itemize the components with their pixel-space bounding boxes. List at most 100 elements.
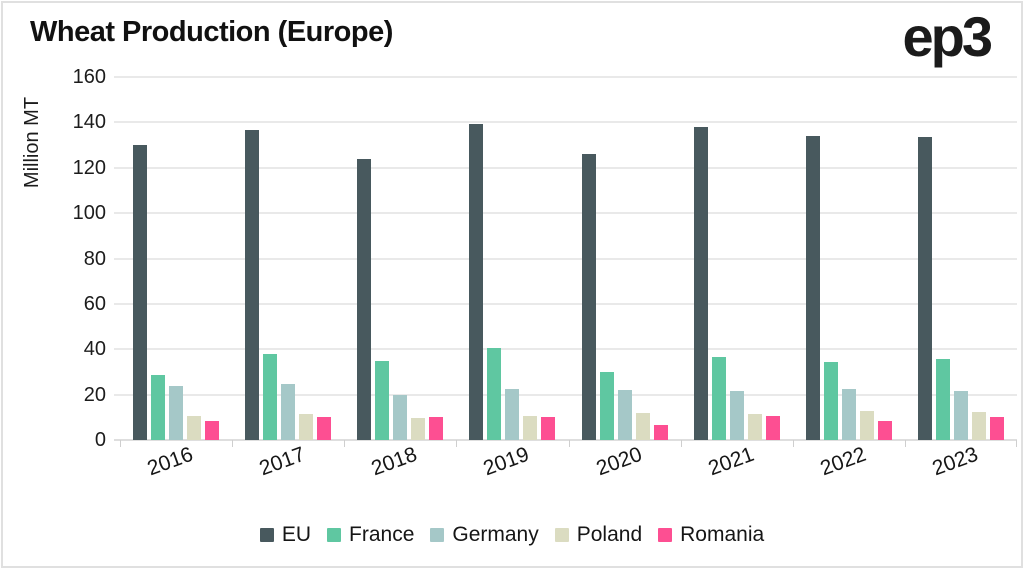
- x-tick-2021: [680, 440, 682, 447]
- bar-poland-2017: [299, 413, 314, 440]
- brand-logo-ep3: ep3: [902, 5, 993, 68]
- x-tick-2016: [120, 440, 121, 447]
- gridline-20: [114, 393, 1017, 396]
- x-tick-2020: [568, 440, 570, 447]
- x-tick-2017: [232, 440, 234, 447]
- y-tick-label-20: 20: [83, 383, 106, 406]
- legend-item-poland: Poland: [554, 523, 643, 547]
- y-tick-label-120: 120: [72, 156, 106, 179]
- gridline-160: [114, 76, 1017, 78]
- bar-germany-2021: [729, 391, 744, 440]
- bar-france-2018: [375, 360, 390, 440]
- bar-france-2017: [263, 353, 278, 440]
- bar-germany-2017: [281, 384, 296, 440]
- x-label-text-2019: 2019: [480, 442, 533, 481]
- bar-eu-2022: [805, 136, 820, 440]
- bar-germany-2022: [841, 388, 856, 440]
- x-tick-2023: [904, 440, 906, 447]
- y-tick-label-160: 160: [72, 66, 106, 88]
- legend-swatch-eu: [259, 528, 274, 542]
- legend-swatch-germany: [430, 528, 445, 542]
- x-tick-2019: [456, 440, 458, 447]
- bar-romania-2017: [317, 417, 332, 440]
- plot-area: [114, 76, 1017, 447]
- bar-germany-2016: [169, 385, 184, 440]
- gridline-120: [114, 166, 1017, 169]
- legend-label-france: France: [349, 523, 415, 546]
- bar-romania-2016: [205, 420, 220, 440]
- legend: EU France Germany Poland Romania: [0, 520, 1024, 550]
- x-label-text-2023: 2023: [929, 442, 982, 481]
- x-label-text-2021: 2021: [705, 442, 757, 481]
- bar-eu-2020: [581, 154, 596, 440]
- legend-swatch-france: [327, 528, 342, 542]
- x-tick-2018: [344, 440, 346, 447]
- gridline-100: [114, 212, 1017, 215]
- legend-label-poland: Poland: [576, 523, 643, 546]
- bar-group-2022: [793, 77, 905, 440]
- bar-germany-2020: [617, 390, 632, 440]
- bar-group-2017: [232, 77, 344, 440]
- y-tick-label-40: 40: [83, 338, 106, 361]
- y-tick-label-140: 140: [72, 111, 106, 134]
- bar-france-2023: [935, 359, 950, 440]
- x-tick-end: [1016, 440, 1017, 447]
- bar-eu-2021: [693, 126, 708, 440]
- legend-item-germany: Germany: [430, 523, 539, 547]
- legend-swatch-romania: [658, 528, 673, 542]
- legend-label-romania: Romania: [680, 523, 765, 546]
- bar-poland-2021: [747, 413, 762, 440]
- bar-romania-2023: [989, 417, 1004, 440]
- bar-germany-2019: [505, 388, 520, 440]
- y-tick-label-60: 60: [83, 292, 106, 315]
- bar-eu-2018: [357, 158, 372, 440]
- x-label-text-2018: 2018: [368, 442, 421, 481]
- bar-group-2021: [681, 77, 793, 440]
- bar-poland-2018: [411, 418, 426, 440]
- x-axis: 2016 2017 2018 2019 2020 2021 2022 2023: [120, 443, 1017, 500]
- bar-poland-2020: [635, 412, 650, 440]
- bar-eu-2023: [917, 137, 932, 440]
- bar-group-2018: [344, 77, 456, 440]
- chart-title: Wheat Production (Europe): [30, 16, 393, 48]
- x-label-text-2016: 2016: [144, 442, 197, 481]
- gridline-60: [114, 302, 1017, 305]
- bar-poland-2019: [523, 416, 538, 440]
- bar-eu-2019: [469, 123, 484, 440]
- gridline-140: [114, 121, 1017, 124]
- legend-item-france: France: [327, 523, 414, 547]
- gridline-0: [114, 439, 1017, 441]
- legend-swatch-poland: [554, 528, 569, 542]
- bar-france-2020: [599, 371, 614, 440]
- x-tick-2022: [792, 440, 794, 447]
- bar-group-2019: [456, 77, 568, 440]
- bar-group-2023: [905, 77, 1017, 440]
- legend-label-eu: EU: [281, 523, 312, 546]
- bar-group-2020: [569, 77, 681, 440]
- y-tick-label-100: 100: [72, 202, 106, 225]
- bar-poland-2023: [971, 411, 986, 440]
- bar-france-2019: [487, 348, 502, 440]
- bar-group-2016: [120, 77, 232, 440]
- bar-germany-2018: [393, 394, 408, 440]
- bar-germany-2023: [953, 391, 968, 440]
- x-label-text-2017: 2017: [256, 442, 309, 481]
- bar-romania-2022: [877, 420, 892, 440]
- y-axis: 0 20 40 60 80 100 120 140 160: [0, 66, 106, 451]
- bar-poland-2016: [187, 416, 202, 440]
- bar-romania-2019: [541, 417, 556, 440]
- legend-item-romania: Romania: [658, 523, 764, 547]
- x-label-text-2022: 2022: [817, 442, 869, 481]
- legend-label-germany: Germany: [452, 523, 539, 546]
- gridline-40: [114, 348, 1017, 351]
- y-tick-label-80: 80: [83, 247, 106, 270]
- bar-eu-2016: [133, 145, 148, 440]
- bar-france-2021: [711, 357, 726, 440]
- gridline-80: [114, 257, 1017, 260]
- bar-romania-2020: [653, 425, 668, 440]
- bar-romania-2021: [765, 416, 780, 440]
- bar-france-2022: [823, 361, 838, 440]
- x-label-text-2020: 2020: [592, 442, 645, 481]
- y-tick-label-0: 0: [94, 429, 106, 451]
